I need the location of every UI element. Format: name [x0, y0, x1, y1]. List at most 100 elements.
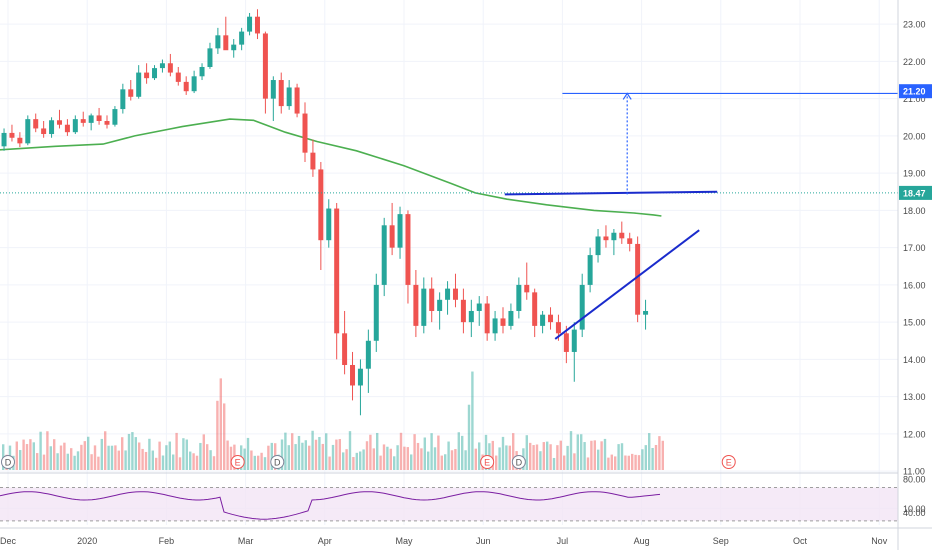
volume-bar: [19, 450, 22, 470]
candle-body-12: [88, 115, 94, 123]
volume-bar: [121, 437, 124, 470]
volume-bar: [379, 455, 382, 470]
volume-bar: [376, 432, 379, 470]
candle-body-8: [56, 120, 62, 125]
volume-bar: [148, 438, 151, 470]
volume-bar: [372, 448, 375, 470]
current-price-badge-text: 18.47: [903, 188, 926, 198]
price-tick-0: 23.00: [903, 20, 926, 30]
time-tick-1: 2020: [77, 536, 97, 546]
candle-body-31: [239, 31, 245, 45]
candle-body-41: [318, 169, 324, 241]
candle-body-36: [278, 80, 284, 107]
volume-bar: [294, 444, 297, 470]
volume-bar: [144, 451, 148, 470]
volume-bar: [53, 439, 56, 470]
volume-bars: [2, 371, 664, 470]
candle-body-10: [72, 119, 78, 133]
volume-bar: [32, 442, 35, 470]
volume-bar: [229, 446, 233, 470]
volume-bar: [539, 451, 542, 470]
volume-bar: [29, 439, 32, 470]
volume-bar: [250, 450, 253, 470]
volume-bar: [413, 434, 416, 470]
price-tick-13: 10.00: [903, 504, 926, 514]
volume-bar: [569, 431, 573, 470]
volume-bar: [83, 441, 86, 470]
event-label-0: D: [5, 458, 12, 468]
volume-bar: [66, 453, 69, 470]
volume-bar: [297, 435, 301, 470]
volume-bar: [39, 431, 42, 470]
candle-body-72: [563, 333, 569, 352]
volume-bar: [393, 456, 396, 470]
candle-body-33: [254, 16, 260, 34]
volume-bar: [93, 445, 97, 470]
candle-body-67: [524, 284, 530, 293]
candle-body-1: [1, 132, 7, 147]
volume-bar: [42, 454, 46, 470]
candle-body-11: [80, 119, 86, 123]
volume-bar: [362, 449, 365, 470]
candle-body-60: [468, 310, 474, 323]
moving-average-line: [0, 118, 662, 217]
volume-bar: [457, 432, 460, 470]
candle-body-71: [555, 322, 561, 334]
volume-bar: [607, 457, 610, 470]
candle-body-22: [167, 63, 173, 73]
volume-bar: [410, 454, 413, 470]
volume-bar: [260, 452, 263, 470]
volume-bar: [474, 448, 477, 470]
volume-bar: [563, 455, 566, 470]
volume-bar: [573, 453, 576, 470]
volume-bar: [15, 441, 18, 470]
volume-bar: [542, 442, 545, 470]
time-tick-7: Jul: [557, 536, 569, 546]
candle-body-26: [199, 66, 205, 77]
volume-bar: [301, 442, 304, 470]
volume-bar: [508, 445, 511, 470]
event-label-2: D: [274, 458, 281, 468]
candle-body-39: [302, 113, 308, 153]
volume-bar: [505, 445, 508, 470]
volume-bar: [138, 442, 141, 470]
event-marker-3: [480, 455, 495, 469]
volume-bar: [90, 454, 93, 470]
volume-bar: [586, 457, 590, 470]
volume-bar: [331, 444, 335, 470]
resistance-trendline: [504, 190, 718, 196]
volume-bar: [369, 434, 372, 470]
volume-bar: [97, 456, 100, 470]
candle-body-21: [159, 63, 165, 69]
grid: [0, 0, 898, 525]
volume-bar: [76, 451, 80, 470]
volume-bar: [654, 444, 658, 470]
candle-body-23: [175, 72, 181, 82]
event-marker-5: [721, 455, 736, 469]
volume-bar: [624, 455, 627, 470]
candle-body-40: [310, 152, 316, 170]
volume-bar: [580, 434, 583, 470]
volume-bar: [454, 449, 457, 470]
volume-bar: [498, 447, 501, 470]
volume-bar: [308, 445, 311, 470]
volume-bar: [280, 439, 284, 470]
event-label-4: D: [516, 458, 523, 468]
time-tick-3: Mar: [238, 536, 254, 546]
volume-bar: [359, 451, 362, 470]
volume-bar: [342, 452, 345, 470]
volume-bar: [267, 445, 270, 470]
volume-bar: [117, 450, 120, 470]
volume-bar: [321, 443, 324, 470]
volume-bar: [597, 449, 600, 470]
volume-bar: [114, 445, 117, 470]
price-tick-5: 18.00: [903, 206, 926, 216]
volume-bar: [134, 437, 137, 470]
volume-bar: [420, 448, 423, 470]
candle-body-70: [548, 314, 554, 323]
candle-body-6: [41, 128, 47, 135]
volume-bar: [70, 448, 73, 470]
candle-body-30: [231, 44, 237, 51]
candle-body-34: [262, 33, 268, 99]
